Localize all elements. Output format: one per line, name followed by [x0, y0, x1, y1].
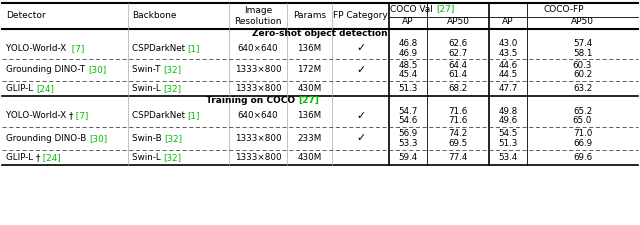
Text: 56.9: 56.9 — [398, 129, 418, 138]
Text: Training on COCO: Training on COCO — [205, 96, 298, 105]
Text: 46.8: 46.8 — [398, 39, 418, 48]
Text: 430M: 430M — [298, 84, 322, 93]
Text: 45.4: 45.4 — [398, 70, 418, 79]
Text: [24]: [24] — [40, 153, 61, 162]
Text: 57.4: 57.4 — [573, 39, 592, 48]
Text: 58.1: 58.1 — [573, 49, 592, 58]
Text: 53.4: 53.4 — [499, 153, 518, 162]
Text: GLIP-L: GLIP-L — [6, 84, 36, 93]
Text: ✓: ✓ — [356, 111, 365, 121]
Text: 48.5: 48.5 — [398, 61, 418, 70]
Text: 51.3: 51.3 — [398, 84, 418, 93]
Text: 54.7: 54.7 — [398, 107, 418, 116]
Text: [32]: [32] — [163, 153, 182, 162]
Text: FP Category: FP Category — [333, 11, 388, 20]
Text: 66.9: 66.9 — [573, 139, 592, 148]
Text: 62.6: 62.6 — [449, 39, 468, 48]
Text: 1333×800: 1333×800 — [235, 134, 282, 143]
Text: 64.4: 64.4 — [449, 61, 468, 70]
Text: [7]: [7] — [74, 112, 89, 121]
Text: 69.6: 69.6 — [573, 153, 592, 162]
Text: 172M: 172M — [298, 65, 321, 74]
Text: 44.6: 44.6 — [499, 61, 518, 70]
Text: [24]: [24] — [36, 84, 54, 93]
Text: GLIP-L: GLIP-L — [6, 153, 36, 162]
Text: [27]: [27] — [298, 96, 319, 105]
Text: Swin-L: Swin-L — [132, 153, 163, 162]
Text: 68.2: 68.2 — [449, 84, 468, 93]
Text: 71.0: 71.0 — [573, 129, 592, 138]
Text: Grounding DINO-B: Grounding DINO-B — [6, 134, 89, 143]
Text: 69.5: 69.5 — [449, 139, 468, 148]
Text: Swin-T: Swin-T — [132, 65, 163, 74]
Text: Image
Resolution: Image Resolution — [234, 6, 282, 26]
Text: AP: AP — [403, 18, 413, 27]
Text: 136M: 136M — [298, 44, 321, 53]
Text: [32]: [32] — [163, 84, 182, 93]
Text: COCO Val: COCO Val — [390, 4, 436, 13]
Text: YOLO-World-X: YOLO-World-X — [6, 112, 69, 121]
Text: 53.3: 53.3 — [398, 139, 418, 148]
Text: [27]: [27] — [436, 4, 454, 13]
Text: Swin-L: Swin-L — [132, 84, 163, 93]
Text: CSPDarkNet: CSPDarkNet — [132, 44, 188, 53]
Text: [7]: [7] — [69, 44, 84, 53]
Text: [1]: [1] — [188, 44, 200, 53]
Text: [30]: [30] — [88, 65, 106, 74]
Text: 640×640: 640×640 — [237, 112, 278, 121]
Text: 60.2: 60.2 — [573, 70, 592, 79]
Text: 65.0: 65.0 — [573, 116, 592, 125]
Text: 233M: 233M — [298, 134, 322, 143]
Text: 49.8: 49.8 — [499, 107, 518, 116]
Text: †: † — [69, 112, 74, 121]
Text: Detector: Detector — [6, 11, 45, 20]
Text: CSPDarkNet: CSPDarkNet — [132, 112, 188, 121]
Text: AP50: AP50 — [447, 18, 470, 27]
Text: ✓: ✓ — [356, 133, 365, 144]
Text: [32]: [32] — [163, 65, 181, 74]
Text: 71.6: 71.6 — [449, 107, 468, 116]
Text: 54.5: 54.5 — [499, 129, 518, 138]
Text: 49.6: 49.6 — [499, 116, 518, 125]
Text: AP50: AP50 — [571, 18, 594, 27]
Text: [30]: [30] — [89, 134, 108, 143]
Text: [1]: [1] — [188, 112, 200, 121]
Text: Backbone: Backbone — [132, 11, 177, 20]
Text: [32]: [32] — [164, 134, 182, 143]
Text: 51.3: 51.3 — [499, 139, 518, 148]
Text: YOLO-World-X: YOLO-World-X — [6, 44, 69, 53]
Text: 63.2: 63.2 — [573, 84, 592, 93]
Text: 46.9: 46.9 — [399, 49, 417, 58]
Text: COCO-FP: COCO-FP — [543, 4, 584, 13]
Text: 71.6: 71.6 — [449, 116, 468, 125]
Text: 43.5: 43.5 — [499, 49, 518, 58]
Text: 430M: 430M — [298, 153, 322, 162]
Text: ✓: ✓ — [356, 43, 365, 54]
Text: 1333×800: 1333×800 — [235, 65, 282, 74]
Text: Zero-shot object detection: Zero-shot object detection — [252, 29, 388, 38]
Text: Grounding DINO-T: Grounding DINO-T — [6, 65, 88, 74]
Text: 60.3: 60.3 — [573, 61, 592, 70]
Text: 74.2: 74.2 — [449, 129, 468, 138]
Text: Params: Params — [293, 11, 326, 20]
Text: AP: AP — [502, 18, 514, 27]
Text: 61.4: 61.4 — [449, 70, 468, 79]
Text: 136M: 136M — [298, 112, 321, 121]
Text: Swin-B: Swin-B — [132, 134, 164, 143]
Text: 1333×800: 1333×800 — [235, 84, 282, 93]
Text: ✓: ✓ — [356, 65, 365, 75]
Text: 65.2: 65.2 — [573, 107, 592, 116]
Text: 77.4: 77.4 — [448, 153, 468, 162]
Text: 43.0: 43.0 — [499, 39, 518, 48]
Text: 1333×800: 1333×800 — [235, 153, 282, 162]
Text: †: † — [36, 153, 40, 162]
Text: 44.5: 44.5 — [499, 70, 518, 79]
Text: 59.4: 59.4 — [398, 153, 418, 162]
Text: 62.7: 62.7 — [449, 49, 468, 58]
Text: 640×640: 640×640 — [237, 44, 278, 53]
Text: 54.6: 54.6 — [398, 116, 418, 125]
Text: 47.7: 47.7 — [499, 84, 518, 93]
